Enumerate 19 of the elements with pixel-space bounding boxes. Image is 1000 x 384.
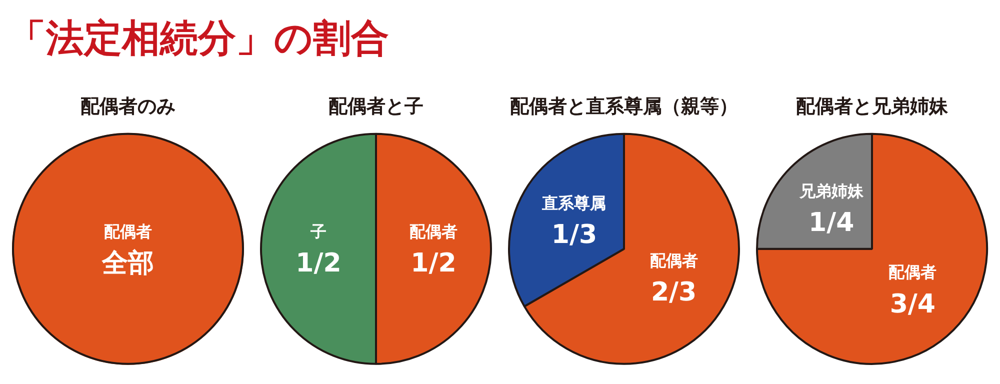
chart-title: 配偶者のみ <box>80 95 176 118</box>
text: 「法定相続分」の割合 <box>8 15 390 62</box>
slice-label: 配偶者 <box>650 250 698 270</box>
slice-label: 配偶者 <box>410 222 458 242</box>
slice-label: 直系尊属 <box>541 193 606 212</box>
slice-label: 兄弟姉妹 <box>798 181 864 200</box>
slice-label: 配偶者 <box>104 222 152 242</box>
data-label: 3/4 <box>890 289 936 320</box>
chart-title: 配偶者と子 <box>328 95 424 118</box>
data-label: 1/2 <box>296 248 342 279</box>
data-label: 1/3 <box>551 220 598 250</box>
slice-label: 子 <box>310 222 326 242</box>
data-label: 1/4 <box>808 208 854 238</box>
chart-title: 配偶者と兄弟姉妹 <box>796 95 949 118</box>
slice-label: 配偶者 <box>888 262 937 282</box>
data-label: 全部 <box>101 248 154 279</box>
chart-title: 配偶者と直系尊属（親等） <box>510 95 738 118</box>
data-label: 2/3 <box>650 277 697 308</box>
data-label: 1/2 <box>410 248 456 279</box>
